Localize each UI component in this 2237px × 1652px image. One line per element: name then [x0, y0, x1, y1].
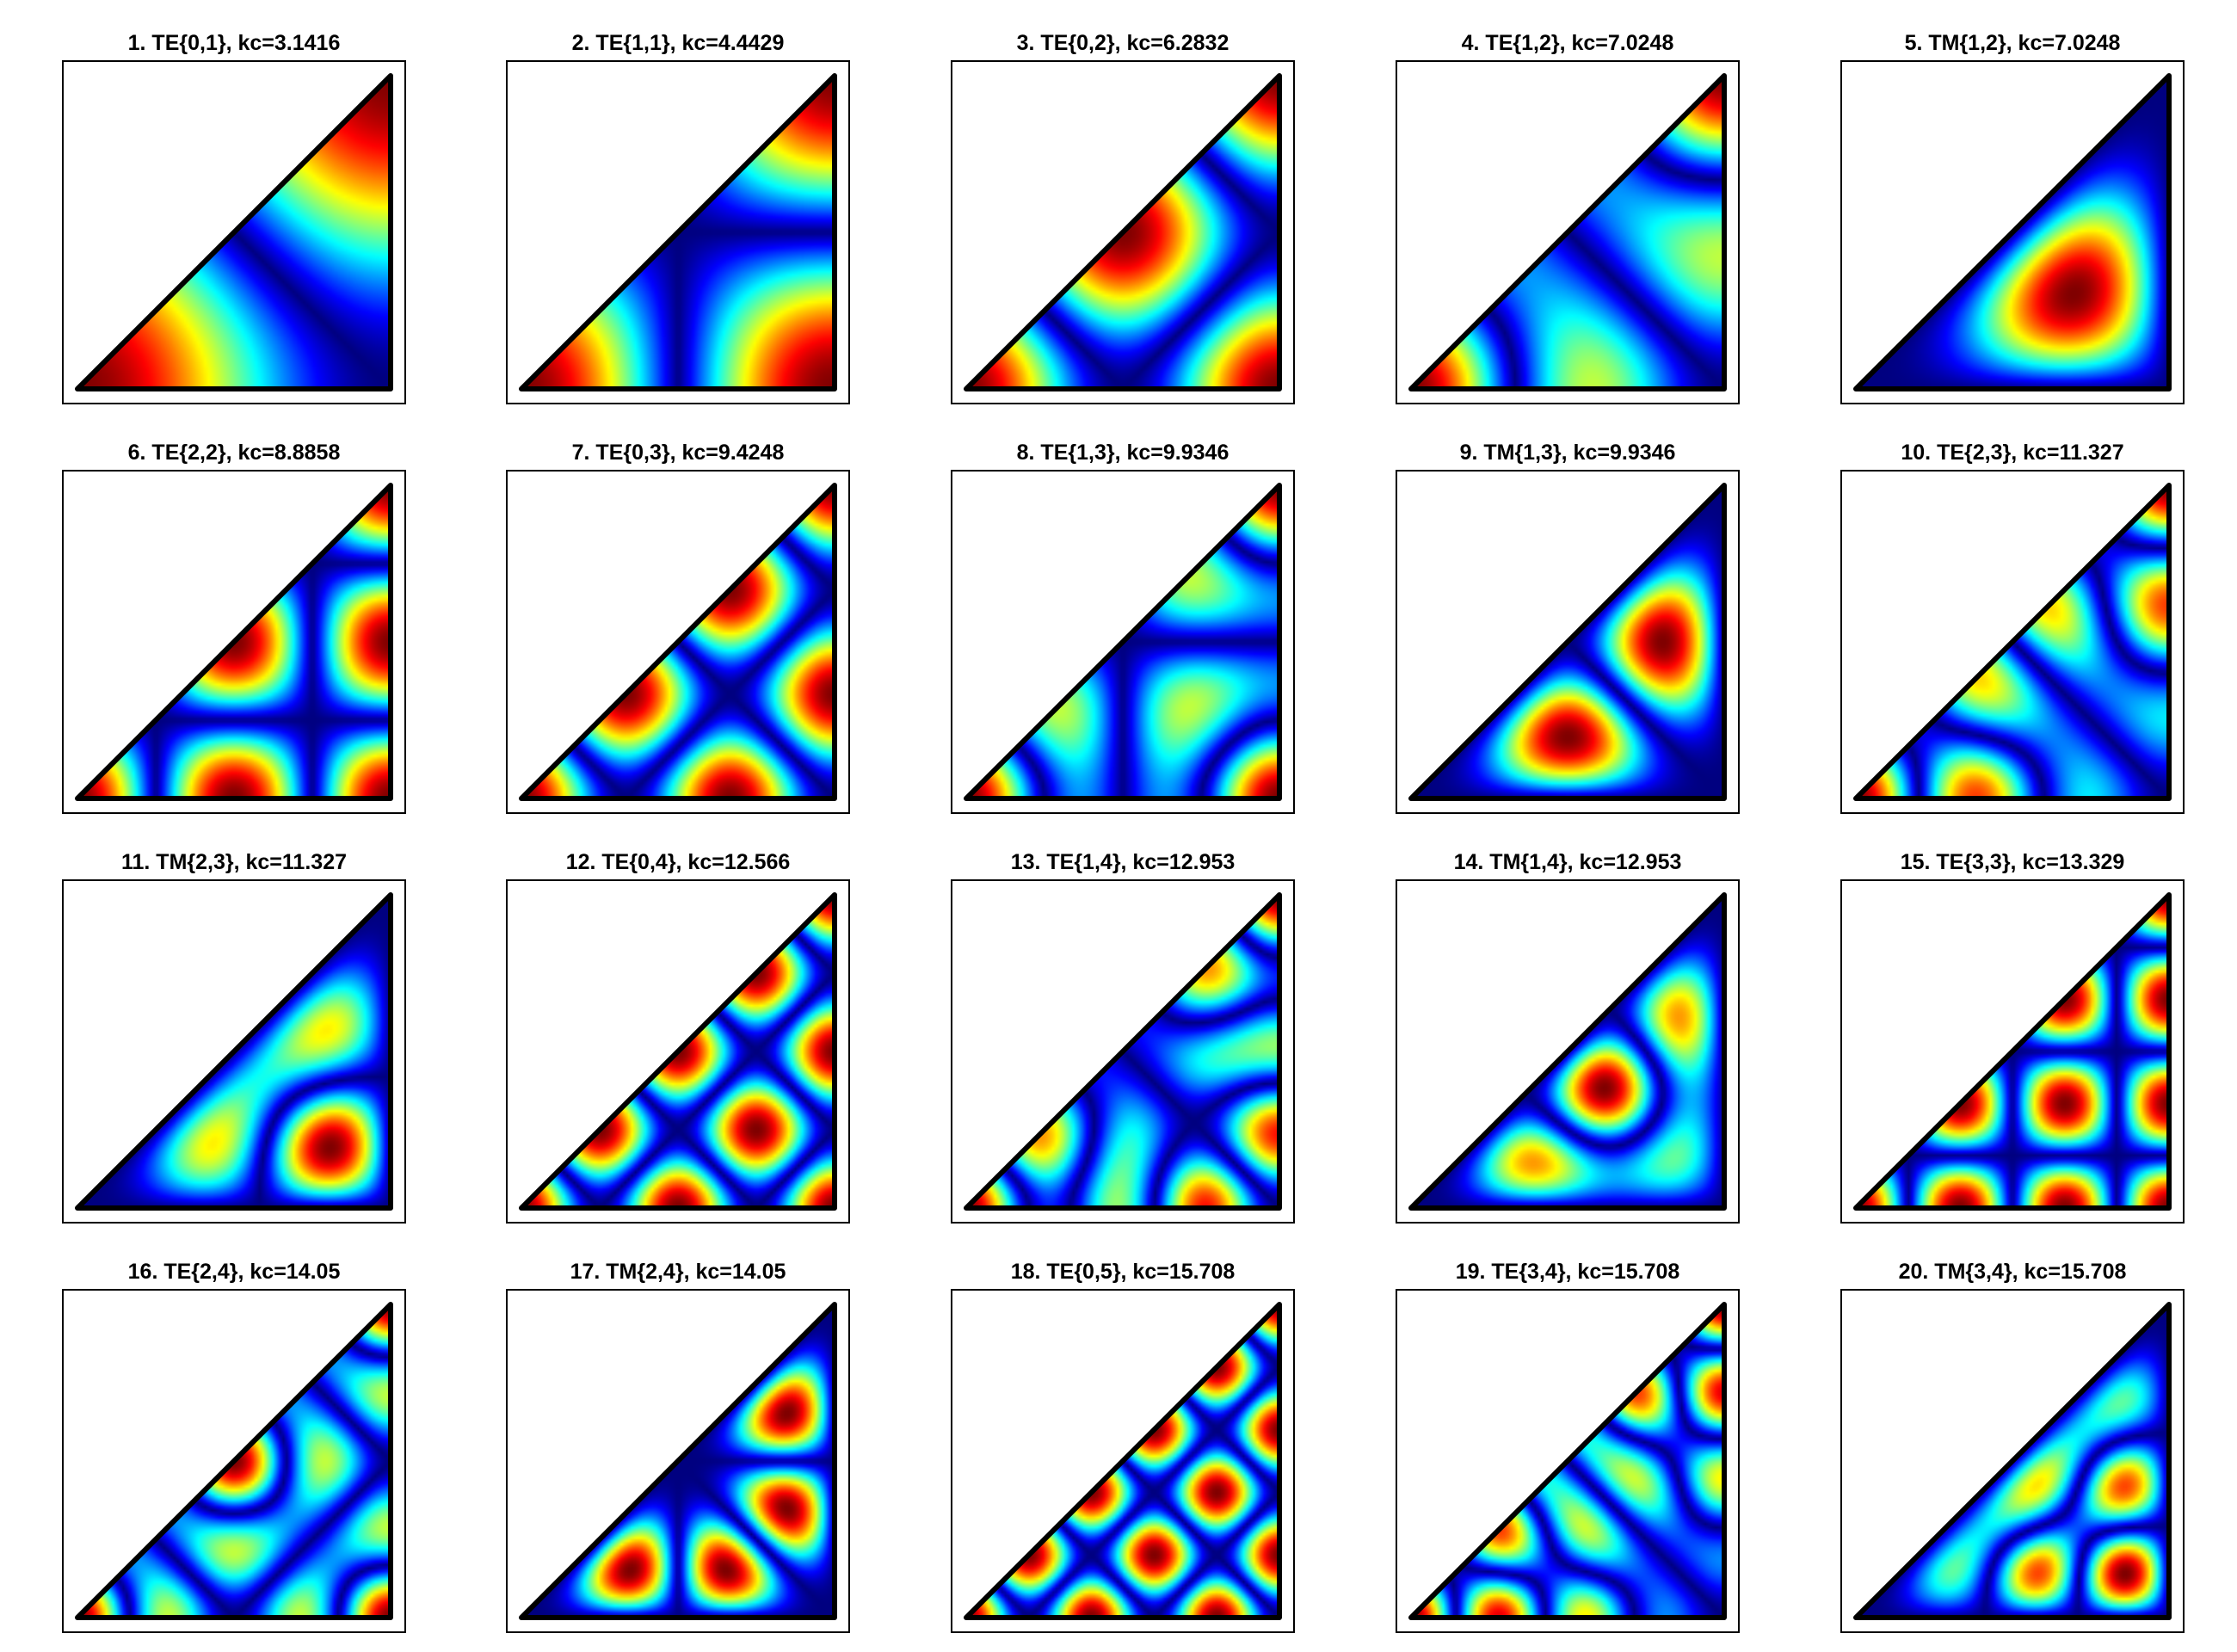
waveguide-boundary: [964, 892, 1282, 1211]
waveguide-boundary: [1853, 483, 2172, 801]
panel-title: 16. TE{2,4}, kc=14.05: [127, 1260, 341, 1284]
mode-plot: [1396, 60, 1740, 404]
panel-title: 3. TE{0,2}, kc=6.2832: [1016, 31, 1229, 55]
waveguide-boundary: [1408, 73, 1727, 391]
mode-plot: [62, 879, 406, 1224]
waveguide-boundary: [519, 1302, 837, 1620]
mode-plot: [1396, 470, 1740, 814]
mode-panel: 9. TM{1,3}, kc=9.9346: [1396, 435, 1740, 814]
mode-plot: [62, 60, 406, 404]
panel-title: 20. TM{3,4}, kc=15.708: [1898, 1260, 2127, 1284]
waveguide-boundary: [519, 892, 837, 1211]
panel-title: 1. TE{0,1}, kc=3.1416: [127, 31, 341, 55]
panel-title: 8. TE{1,3}, kc=9.9346: [1016, 441, 1229, 465]
panel-title: 10. TE{2,3}, kc=11.327: [1901, 441, 2124, 465]
mode-panel: 7. TE{0,3}, kc=9.4248: [506, 435, 850, 814]
mode-plot: [1396, 879, 1740, 1224]
mode-plot: [506, 1289, 850, 1633]
waveguide-boundary: [75, 1302, 393, 1620]
mode-plot: [951, 60, 1295, 404]
mode-panel: 8. TE{1,3}, kc=9.9346: [951, 435, 1295, 814]
waveguide-boundary: [1408, 1302, 1727, 1620]
mode-panel: 2. TE{1,1}, kc=4.4429: [506, 26, 850, 404]
waveguide-boundary: [519, 483, 837, 801]
mode-panel: 20. TM{3,4}, kc=15.708: [1840, 1254, 2185, 1633]
mode-plot: [62, 1289, 406, 1633]
mode-panel: 14. TM{1,4}, kc=12.953: [1396, 845, 1740, 1224]
mode-panel: 15. TE{3,3}, kc=13.329: [1840, 845, 2185, 1224]
panel-title: 17. TM{2,4}, kc=14.05: [570, 1260, 786, 1284]
mode-panel: 18. TE{0,5}, kc=15.708: [951, 1254, 1295, 1633]
mode-panel: 13. TE{1,4}, kc=12.953: [951, 845, 1295, 1224]
mode-panel: 6. TE{2,2}, kc=8.8858: [62, 435, 406, 814]
waveguide-boundary: [1408, 483, 1727, 801]
mode-panel: 5. TM{1,2}, kc=7.0248: [1840, 26, 2185, 404]
mode-plot: [506, 60, 850, 404]
mode-panel: 10. TE{2,3}, kc=11.327: [1840, 435, 2185, 814]
mode-plot: [951, 470, 1295, 814]
waveguide-boundary: [519, 73, 837, 391]
waveguide-boundary: [75, 73, 393, 391]
panel-title: 6. TE{2,2}, kc=8.8858: [127, 441, 341, 465]
mode-plot: [951, 1289, 1295, 1633]
mode-plot: [1840, 1289, 2185, 1633]
panel-title: 11. TM{2,3}, kc=11.327: [120, 850, 347, 874]
panel-title: 19. TE{3,4}, kc=15.708: [1455, 1260, 1680, 1284]
panel-title: 13. TE{1,4}, kc=12.953: [1010, 850, 1236, 874]
mode-plot: [951, 879, 1295, 1224]
mode-plot: [1396, 1289, 1740, 1633]
mode-panel: 4. TE{1,2}, kc=7.0248: [1396, 26, 1740, 404]
panel-title: 9. TM{1,3}, kc=9.9346: [1459, 441, 1676, 465]
mode-panel: 19. TE{3,4}, kc=15.708: [1396, 1254, 1740, 1633]
waveguide-boundary: [1408, 892, 1727, 1211]
mode-panel: 3. TE{0,2}, kc=6.2832: [951, 26, 1295, 404]
waveguide-boundary: [1853, 73, 2172, 391]
waveguide-boundary: [964, 1302, 1282, 1620]
panel-title: 5. TM{1,2}, kc=7.0248: [1904, 31, 2121, 55]
panel-title: 4. TE{1,2}, kc=7.0248: [1461, 31, 1674, 55]
panel-title: 18. TE{0,5}, kc=15.708: [1010, 1260, 1236, 1284]
waveguide-boundary: [75, 483, 393, 801]
mode-panel: 16. TE{2,4}, kc=14.05: [62, 1254, 406, 1633]
panel-title: 12. TE{0,4}, kc=12.566: [565, 850, 791, 874]
mode-panel: 11. TM{2,3}, kc=11.327: [62, 845, 406, 1224]
mode-plot: [506, 879, 850, 1224]
mode-plot: [1840, 60, 2185, 404]
mode-plot: [62, 470, 406, 814]
panel-title: 15. TE{3,3}, kc=13.329: [1900, 850, 2125, 874]
waveguide-boundary: [75, 892, 393, 1211]
waveguide-boundary: [1853, 1302, 2172, 1620]
mode-panel: 12. TE{0,4}, kc=12.566: [506, 845, 850, 1224]
panel-title: 7. TE{0,3}, kc=9.4248: [571, 441, 785, 465]
mode-panel: 17. TM{2,4}, kc=14.05: [506, 1254, 850, 1633]
mode-panel: 1. TE{0,1}, kc=3.1416: [62, 26, 406, 404]
mode-plot: [506, 470, 850, 814]
waveguide-boundary: [964, 73, 1282, 391]
waveguide-boundary: [964, 483, 1282, 801]
panel-title: 2. TE{1,1}, kc=4.4429: [571, 31, 785, 55]
mode-plot: [1840, 470, 2185, 814]
mode-plot: [1840, 879, 2185, 1224]
panel-title: 14. TM{1,4}, kc=12.953: [1453, 850, 1682, 874]
waveguide-boundary: [1853, 892, 2172, 1211]
